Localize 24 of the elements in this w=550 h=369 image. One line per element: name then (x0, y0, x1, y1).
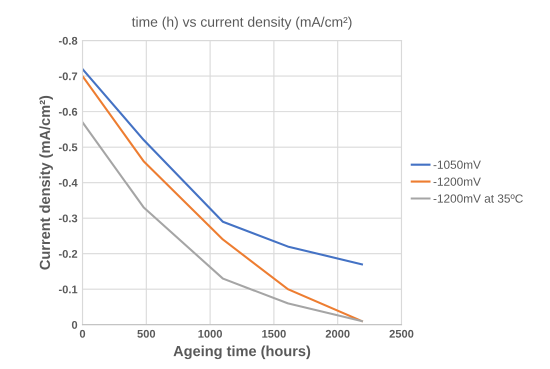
y-tick-label: -0.4 (58, 178, 78, 187)
y-tick-label: -0.5 (58, 143, 78, 152)
legend-label: -1050mV (434, 160, 481, 169)
x-tick-label: 500 (137, 330, 156, 338)
x-tick-label: 1000 (198, 330, 222, 338)
y-tick-label: -0.1 (58, 285, 78, 294)
y-tick-label: -0.2 (58, 250, 78, 258)
x-tick-label: 1500 (262, 330, 286, 338)
legend-label: -1200mV (434, 177, 481, 186)
line-series (82, 68, 363, 266)
line-series (82, 75, 363, 322)
chart-title: time (h) vs current density (mA/cm²) (132, 16, 352, 30)
legend-label: -1200mV at 35ºC (434, 194, 523, 203)
x-axis-title: Ageing time (hours) (174, 345, 310, 360)
y-tick-label: -0.8 (58, 36, 78, 45)
y-tick-label: -0.6 (58, 108, 78, 116)
x-tick-label: 2500 (390, 330, 414, 338)
x-tick-label: 2000 (326, 330, 350, 338)
x-tick-label: 0 (80, 330, 86, 338)
line-series (82, 121, 363, 322)
y-tick-label: -0.3 (58, 214, 78, 222)
y-axis-title: Current density (mA/cm²) (39, 96, 53, 270)
y-tick-label: -0.7 (58, 72, 78, 80)
y-tick-label: 0 (72, 320, 78, 329)
